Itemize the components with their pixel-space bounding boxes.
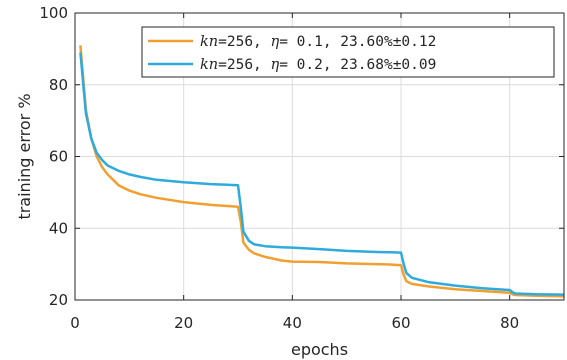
legend: kn=256, η= 0.1, 23.60%±0.12 kn=256, η= 0.… bbox=[141, 26, 555, 78]
y-tick-label: 100 bbox=[39, 4, 68, 22]
series-line-2 bbox=[79, 52, 565, 296]
y-tick-label: 40 bbox=[49, 219, 68, 237]
y-axis-label: training error % bbox=[15, 93, 34, 219]
x-tick-label: 80 bbox=[500, 314, 519, 332]
legend-label-1: kn=256, η= 0.1, 23.60%±0.12 bbox=[200, 34, 436, 50]
y-tick-label: 80 bbox=[49, 76, 68, 94]
x-tick-label: 60 bbox=[391, 314, 410, 332]
x-tick-label: 40 bbox=[283, 314, 302, 332]
legend-box bbox=[141, 26, 555, 78]
y-tick-label: 20 bbox=[49, 291, 68, 309]
series-lines bbox=[79, 45, 565, 298]
x-tick-label: 0 bbox=[70, 314, 80, 332]
y-tick-label: 60 bbox=[49, 148, 68, 166]
x-axis-label: epochs bbox=[291, 340, 348, 359]
series-line-1 bbox=[79, 45, 565, 298]
x-tick-label: 20 bbox=[174, 314, 193, 332]
legend-label-2: kn=256, η= 0.2, 23.68%±0.09 bbox=[200, 57, 436, 73]
